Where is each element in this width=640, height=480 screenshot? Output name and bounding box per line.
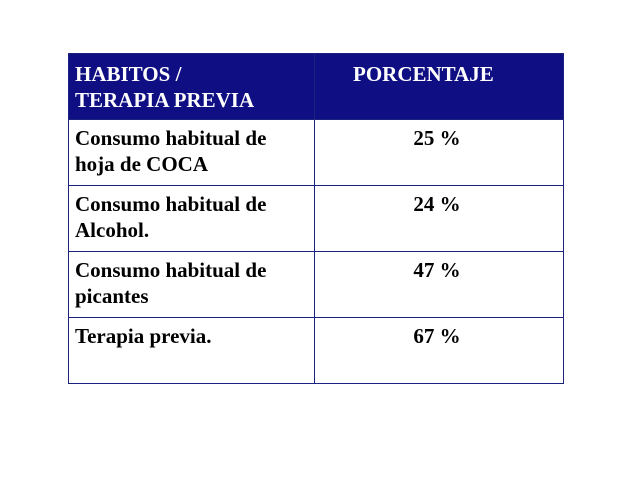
habits-table: HABITOS / TERAPIA PREVIA PORCENTAJE Cons… bbox=[68, 53, 564, 384]
row-label-line: picantes bbox=[75, 284, 149, 308]
row-label-line: hoja de COCA bbox=[75, 152, 209, 176]
row-value: 25 % bbox=[314, 119, 564, 186]
header-habitos-line-2: TERAPIA PREVIA bbox=[75, 88, 255, 112]
header-habitos: HABITOS / TERAPIA PREVIA bbox=[68, 53, 315, 120]
header-porcentaje-line-1: PORCENTAJE bbox=[353, 62, 494, 86]
row-label: Consumo habitual de picantes bbox=[68, 251, 315, 318]
header-porcentaje: PORCENTAJE bbox=[314, 53, 564, 120]
table-row: Consumo habitual de Alcohol. 24 % bbox=[68, 185, 564, 252]
row-label-line: Consumo habitual de bbox=[75, 258, 267, 282]
table-row: Consumo habitual de hoja de COCA 25 % bbox=[68, 119, 564, 186]
row-value: 67 % bbox=[314, 317, 564, 384]
row-label-line: Consumo habitual de bbox=[75, 126, 267, 150]
table-header-row: HABITOS / TERAPIA PREVIA PORCENTAJE bbox=[68, 53, 564, 120]
row-label: Terapia previa. bbox=[68, 317, 315, 384]
table-row: Terapia previa. 67 % bbox=[68, 317, 564, 384]
header-habitos-line-1: HABITOS / bbox=[75, 62, 182, 86]
row-value: 47 % bbox=[314, 251, 564, 318]
row-label: Consumo habitual de hoja de COCA bbox=[68, 119, 315, 186]
row-label-line: Consumo habitual de bbox=[75, 192, 267, 216]
row-label-line: Alcohol. bbox=[75, 218, 150, 242]
row-label: Consumo habitual de Alcohol. bbox=[68, 185, 315, 252]
row-label-line: Terapia previa. bbox=[75, 324, 212, 348]
table-row: Consumo habitual de picantes 47 % bbox=[68, 251, 564, 318]
row-value: 24 % bbox=[314, 185, 564, 252]
